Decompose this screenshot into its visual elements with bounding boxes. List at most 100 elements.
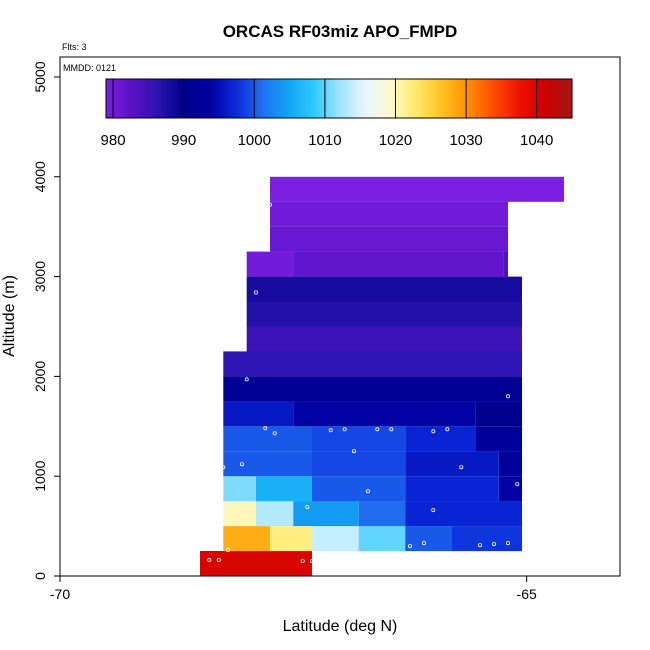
sample-point-0 bbox=[267, 202, 272, 207]
heatmap-cell-22 bbox=[312, 426, 406, 452]
sample-point-16 bbox=[221, 465, 226, 470]
y-tick-label-3: 3000 bbox=[32, 261, 48, 292]
heatmap-cell-21 bbox=[223, 426, 312, 452]
sample-point-23 bbox=[225, 548, 230, 553]
heatmap-cell-19 bbox=[405, 451, 499, 477]
heatmap-cell-20 bbox=[498, 451, 522, 477]
heatmap-cell-18 bbox=[312, 451, 406, 477]
heatmap-cell-25 bbox=[223, 401, 294, 427]
x-axis: -70 -65 bbox=[50, 576, 537, 602]
flights-annotation: Flts: 3 bbox=[62, 42, 87, 52]
colorbar: 980 990 1000 1010 1020 1030 1040 bbox=[101, 78, 573, 149]
sample-point-8 bbox=[328, 428, 333, 433]
colorbar-tick-label-3: 1010 bbox=[308, 132, 341, 149]
date-annotation: MMDD: 0121 bbox=[63, 63, 116, 73]
sample-point-25 bbox=[421, 541, 426, 546]
heatmap-cell-13 bbox=[256, 476, 312, 502]
sample-point-9 bbox=[342, 427, 347, 432]
heatmap-cell-1 bbox=[223, 526, 270, 552]
sample-point-12 bbox=[431, 429, 436, 434]
sample-point-21 bbox=[431, 508, 436, 513]
heatmap-cell-30 bbox=[246, 326, 522, 352]
sample-point-32 bbox=[309, 559, 314, 564]
sample-point-7 bbox=[272, 431, 277, 436]
sample-point-6 bbox=[263, 426, 268, 431]
heatmap-cell-4 bbox=[358, 526, 406, 552]
sample-point-11 bbox=[389, 427, 394, 432]
colorbar-tick-label-2: 1000 bbox=[238, 132, 271, 149]
sample-point-20 bbox=[305, 505, 310, 510]
heatmap-cell-29 bbox=[223, 351, 523, 377]
heatmap-cell-34 bbox=[293, 251, 504, 277]
x-tick-label-1: -65 bbox=[517, 586, 537, 602]
heatmap-cell-15 bbox=[405, 476, 499, 502]
sample-point-1 bbox=[552, 218, 557, 223]
y-tick-label-5: 5000 bbox=[32, 61, 48, 92]
heatmap-cell-2 bbox=[270, 526, 312, 552]
sample-point-28 bbox=[505, 541, 510, 546]
x-axis-label: Latitude (deg N) bbox=[283, 618, 398, 635]
y-axis-label: Altitude (m) bbox=[1, 275, 18, 357]
colorbar-tick-label-4: 1020 bbox=[379, 132, 412, 149]
heatmap-cell-14 bbox=[312, 476, 406, 502]
heatmap-cell-5 bbox=[405, 526, 452, 552]
sample-point-13 bbox=[445, 427, 450, 432]
heatmap-cell-32 bbox=[246, 276, 522, 302]
heatmap-cells bbox=[200, 176, 564, 576]
sample-point-17 bbox=[459, 465, 464, 470]
sample-point-2 bbox=[253, 290, 258, 295]
sample-point-29 bbox=[207, 558, 212, 563]
sample-point-19 bbox=[365, 489, 370, 494]
heatmap-cell-10 bbox=[358, 501, 406, 527]
sample-point-5 bbox=[505, 394, 510, 399]
heatmap-cell-35 bbox=[503, 251, 508, 277]
y-tick-label-2: 2000 bbox=[32, 361, 48, 392]
heatmap-cell-33 bbox=[246, 251, 294, 277]
y-axis: 0 1000 2000 3000 4000 5000 bbox=[32, 61, 60, 580]
heatmap-cell-6 bbox=[452, 526, 522, 552]
y-tick-label-4: 4000 bbox=[32, 161, 48, 192]
heatmap-cell-17 bbox=[223, 451, 312, 477]
y-tick-label-0: 0 bbox=[32, 572, 48, 580]
sample-point-15 bbox=[239, 462, 244, 467]
heatmap-cell-16 bbox=[498, 476, 522, 502]
heatmap-cell-9 bbox=[293, 501, 359, 527]
sample-point-31 bbox=[300, 559, 305, 564]
sample-point-30 bbox=[216, 558, 221, 563]
sample-point-27 bbox=[491, 542, 496, 547]
sample-point-24 bbox=[407, 544, 412, 549]
heatmap-cell-8 bbox=[256, 501, 294, 527]
sample-point-4 bbox=[244, 377, 249, 382]
heatmap-cell-23 bbox=[405, 426, 476, 452]
sample-point-3 bbox=[524, 306, 529, 311]
colorbar-tick-label-6: 1040 bbox=[520, 132, 553, 149]
heatmap-cell-24 bbox=[475, 426, 522, 452]
colorbar-tick-label-0: 980 bbox=[101, 132, 126, 149]
heatmap-cell-28 bbox=[223, 376, 523, 402]
x-tick-label-0: -70 bbox=[50, 586, 70, 602]
sample-point-22 bbox=[211, 534, 216, 539]
sample-point-18 bbox=[515, 482, 520, 487]
heatmap-cell-37 bbox=[270, 201, 508, 227]
sample-point-26 bbox=[477, 543, 482, 548]
heatmap-cell-12 bbox=[223, 476, 256, 502]
chart-title: ORCAS RF03miz APO_FMPD bbox=[223, 22, 458, 41]
colorbar-tick-label-5: 1030 bbox=[449, 132, 482, 149]
plot-frame bbox=[59, 56, 621, 577]
heatmap-cell-11 bbox=[405, 501, 522, 527]
heatmap-cell-27 bbox=[475, 401, 522, 427]
heatmap-cell-38 bbox=[270, 176, 564, 202]
sample-point-14 bbox=[351, 449, 356, 454]
y-tick-label-1: 1000 bbox=[32, 460, 48, 491]
heatmap-cell-26 bbox=[293, 401, 476, 427]
colorbar-tick-label-1: 990 bbox=[171, 132, 196, 149]
heatmap-cell-0 bbox=[200, 551, 312, 576]
heatmap-cell-3 bbox=[312, 526, 359, 552]
heatmap-cell-31 bbox=[246, 301, 522, 327]
sample-point-10 bbox=[375, 427, 380, 432]
sample-points bbox=[207, 202, 557, 564]
colorbar-gradient bbox=[105, 78, 573, 119]
heatmap-cell-7 bbox=[223, 501, 256, 527]
heatmap-cell-36 bbox=[270, 226, 508, 252]
